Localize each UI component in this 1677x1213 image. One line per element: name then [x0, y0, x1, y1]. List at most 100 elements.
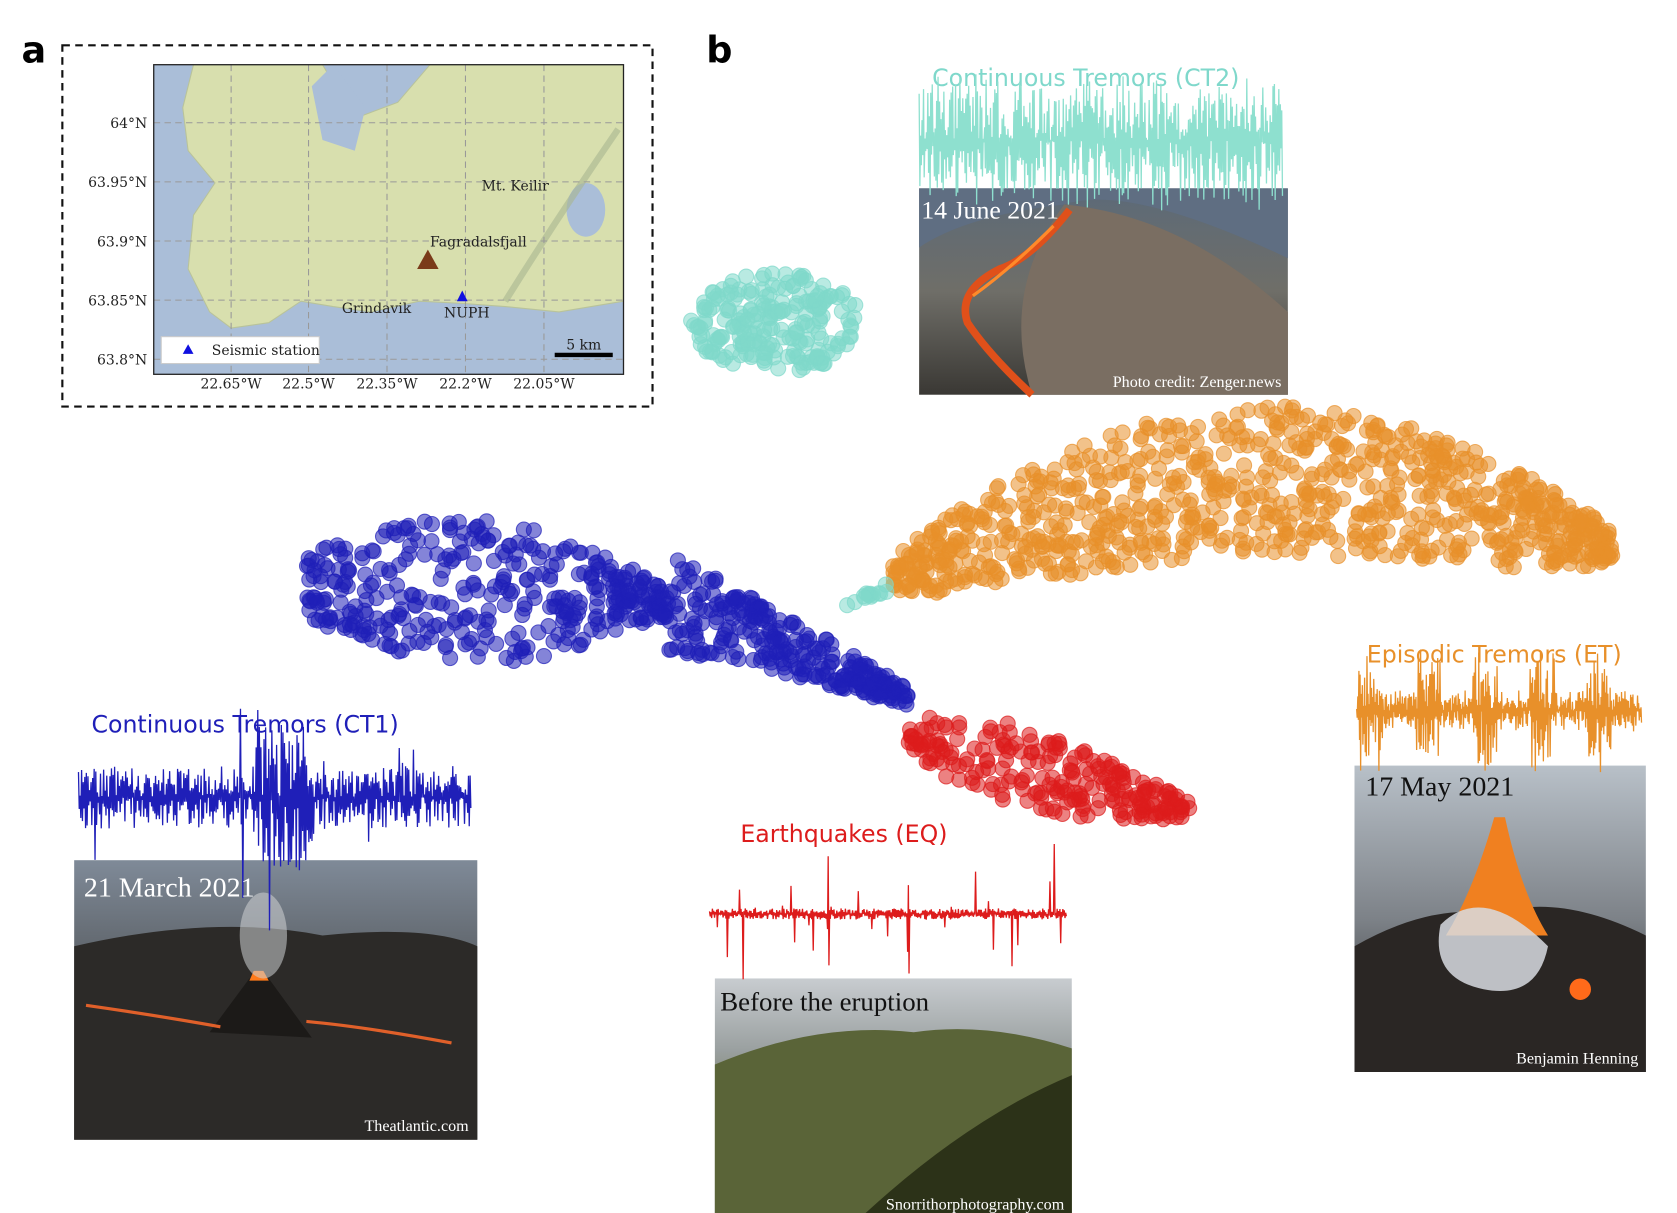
embedding-point — [368, 590, 385, 607]
embedding-point — [823, 653, 840, 670]
embedding-point — [400, 517, 417, 534]
embedding-point — [932, 738, 949, 755]
embedding-point — [566, 589, 583, 606]
embedding-point — [694, 585, 712, 602]
embedding-point — [775, 329, 792, 346]
photo-credit: Theatlantic.com — [364, 1118, 469, 1135]
embedding-point — [809, 348, 826, 365]
embedding-point — [541, 571, 559, 588]
map — [153, 64, 624, 375]
embedding-point — [429, 546, 446, 563]
photo-date: 14 June 2021 — [921, 195, 1059, 224]
photo-date: Before the eruption — [720, 987, 929, 1017]
land — [182, 64, 624, 329]
lat-label: 63.9°N — [97, 234, 147, 250]
embedding-point — [1215, 445, 1232, 462]
embedding-point — [405, 587, 422, 604]
embedding-point — [774, 303, 791, 320]
embedding-point — [356, 582, 373, 600]
embedding-point — [518, 571, 535, 588]
place-label: NUPH — [444, 305, 490, 321]
embedding-point — [1254, 469, 1271, 486]
embedding-point — [743, 282, 760, 299]
embedding-point — [1430, 539, 1447, 556]
embedding-point — [762, 320, 779, 337]
bay — [311, 64, 366, 151]
embedding-point — [951, 715, 968, 732]
embedding-point — [947, 530, 965, 547]
embedding-point — [1239, 402, 1256, 419]
embedding-point — [1277, 541, 1294, 558]
embedding-point — [1492, 481, 1509, 498]
embedding-point — [510, 534, 527, 551]
embedding-point — [633, 610, 650, 627]
embedding-point — [510, 624, 527, 642]
embedding-point — [1545, 483, 1562, 500]
embedding-point — [1560, 497, 1577, 514]
embedding-point — [712, 328, 730, 345]
embedding-point — [1248, 535, 1265, 552]
embedding-point — [1251, 485, 1268, 502]
embedding-point — [979, 753, 996, 770]
embedding-point — [1142, 554, 1159, 571]
embedding-point — [1428, 512, 1446, 529]
embedding-point — [856, 589, 873, 606]
embedding-point — [951, 771, 968, 788]
inset-frame — [61, 44, 654, 408]
embedding-point — [309, 553, 326, 570]
embedding-point — [1154, 530, 1171, 547]
embedding-point — [1231, 531, 1248, 549]
embedding-point — [724, 273, 741, 290]
lat-label: 63.8°N — [97, 353, 147, 369]
embedding-point — [1360, 506, 1377, 523]
embedding-point — [1132, 431, 1149, 448]
lon-label: 22.05°W — [513, 376, 575, 392]
embedding-point — [1390, 486, 1407, 503]
embedding-point — [356, 621, 373, 639]
embedding-point — [1042, 474, 1059, 491]
embedding-point — [1092, 497, 1109, 514]
embedding-point — [326, 573, 343, 590]
embedding-point — [1131, 520, 1148, 537]
embedding-point — [685, 618, 702, 635]
embedding-point — [908, 544, 925, 561]
lon-label: 22.2°W — [439, 376, 492, 392]
embedding-point — [507, 643, 524, 661]
embedding-point — [981, 516, 999, 533]
embedding-point — [770, 279, 787, 296]
embedding-point — [977, 570, 995, 588]
embedding-point — [1569, 530, 1586, 547]
embedding-point — [542, 598, 559, 615]
embedding-point — [900, 577, 917, 594]
embedding-point — [921, 709, 938, 726]
embedding-point — [649, 577, 666, 594]
embedding-point — [556, 636, 573, 653]
embedding-point — [1533, 495, 1550, 512]
photo-date: 21 March 2021 — [84, 873, 255, 904]
cluster-label: Continuous Tremors (CT1) — [91, 710, 398, 738]
embedding-point — [1114, 424, 1131, 441]
lon-label: 22.35°W — [356, 376, 418, 392]
embedding-point — [1042, 518, 1060, 535]
embedding-point — [1493, 531, 1510, 548]
embedding-point — [1188, 433, 1205, 450]
map-frame — [153, 64, 625, 375]
embedding-point — [825, 345, 842, 362]
embedding-point — [430, 616, 447, 634]
embedding-point — [843, 318, 860, 335]
embedding-point — [1456, 515, 1473, 533]
embedding-point — [1266, 508, 1283, 525]
embedding-point — [1067, 534, 1084, 551]
embedding-point — [608, 594, 625, 611]
embedding-point — [1306, 431, 1323, 448]
embedding-point — [1060, 477, 1077, 494]
embedding-point — [1173, 444, 1190, 461]
embedding-point — [1078, 775, 1095, 792]
photo-date: 17 May 2021 — [1365, 772, 1514, 803]
embedding-point — [1335, 490, 1352, 507]
embedding-point — [1093, 768, 1110, 785]
volcano-icon — [417, 249, 439, 269]
place-label: Fagradalsfjall — [430, 234, 527, 250]
embedding-point — [845, 647, 862, 665]
